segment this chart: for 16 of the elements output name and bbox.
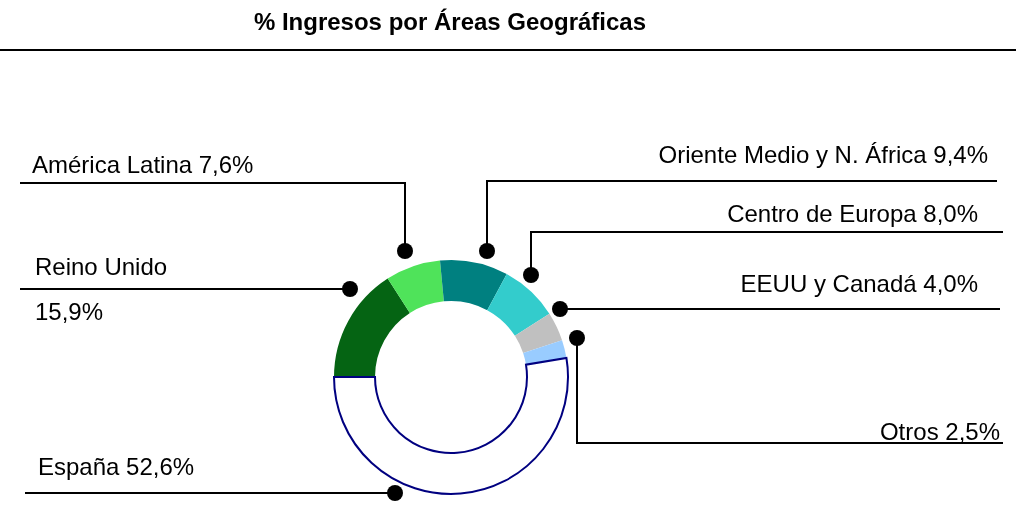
donut-slice	[487, 274, 550, 336]
slice-label: Reino Unido	[35, 253, 168, 280]
donut-slice	[514, 313, 563, 354]
slice-label: España 52,6%	[38, 453, 195, 480]
donut-slice	[334, 278, 410, 377]
donut-slice	[523, 340, 567, 365]
slice-label: Otros 2,5%	[879, 418, 1000, 445]
slice-label: América Latina 7,6%	[32, 151, 254, 178]
donut-slice	[333, 356, 569, 495]
data-label: 15,9%	[35, 298, 104, 325]
slice-label: EEUU y Canadá 4,0%	[740, 270, 978, 297]
slice-label: Centro de Europa 8,0%	[727, 200, 978, 227]
slice-label: Oriente Medio y N. África 9,4%	[658, 141, 988, 168]
chart-title: % Ingresos por Áreas Geográficas	[253, 8, 647, 35]
donut-slice	[387, 260, 444, 314]
donut-slice	[439, 260, 507, 311]
